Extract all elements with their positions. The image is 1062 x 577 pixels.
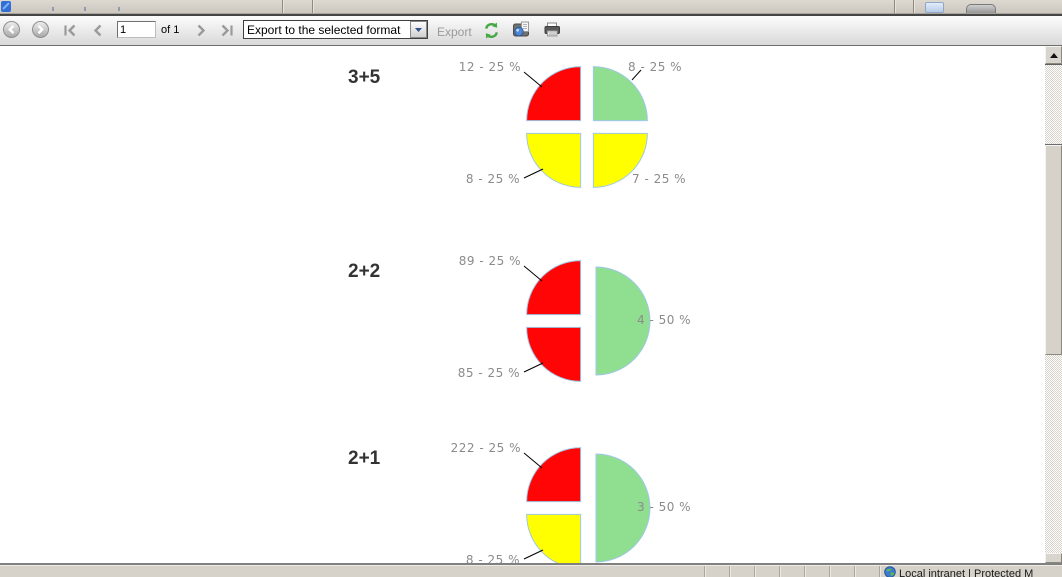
print-layout-icon[interactable] xyxy=(512,21,531,38)
statusbar-separator xyxy=(879,566,880,577)
pie-chart: 2+1 222 - 25 % 3 - 50 % 8 - 25 % xyxy=(348,441,691,563)
statusbar-separator xyxy=(829,566,830,577)
arrow-up-icon xyxy=(1049,52,1058,58)
chrome-edge xyxy=(0,14,1062,16)
statusbar-separator xyxy=(779,566,780,577)
export-format-select[interactable]: Export to the selected format xyxy=(243,20,428,39)
scroll-down-button[interactable] xyxy=(1045,553,1062,563)
callout-line xyxy=(631,69,642,81)
report-canvas: 3+5 12 - 25 % 8 - 25 % 7 - 25 % 8 - 25 % 2+2 8… xyxy=(348,60,691,563)
callout-line xyxy=(523,362,544,373)
pie-slice xyxy=(526,513,582,563)
export-format-value: Export to the selected format xyxy=(247,22,401,37)
slice-label: 85 - 25 % xyxy=(458,366,520,380)
vertical-scrollbar[interactable] xyxy=(1045,46,1062,563)
slice-label: 222 - 25 % xyxy=(451,441,521,455)
pie-slice xyxy=(526,66,582,122)
security-zone-label: Local intranet | Protected M xyxy=(899,568,1034,577)
slice-label: 8 - 25 % xyxy=(628,60,682,74)
zone-globe-icon xyxy=(884,566,896,577)
slice-label: 12 - 25 % xyxy=(459,60,521,74)
statusbar-separator xyxy=(854,566,855,577)
chrome-button-fragment xyxy=(925,2,944,13)
last-page-icon[interactable] xyxy=(218,22,235,39)
tab-text-fragment xyxy=(84,7,86,11)
chrome-edge xyxy=(0,13,1062,14)
pie-slice xyxy=(526,260,582,316)
statusbar-separator xyxy=(729,566,730,577)
pie-slice xyxy=(595,266,651,376)
page-favicon xyxy=(1,1,11,12)
chrome-button-fragment xyxy=(966,4,996,13)
tab-separator xyxy=(894,0,895,13)
print-icon[interactable] xyxy=(543,22,562,39)
tab-separator xyxy=(282,0,283,13)
scroll-up-button[interactable] xyxy=(1045,46,1062,64)
pie-slice xyxy=(526,447,582,503)
report-area: 3+5 12 - 25 % 8 - 25 % 7 - 25 % 8 - 25 % 2+2 8… xyxy=(0,46,1045,563)
pie-slice xyxy=(526,326,582,382)
page-number-input[interactable] xyxy=(117,21,156,38)
tab-strip xyxy=(0,0,1062,13)
window-divider xyxy=(0,563,1062,565)
callout-line xyxy=(523,71,543,88)
statusbar-separator xyxy=(704,566,705,577)
page-count-label: of 1 xyxy=(161,24,180,36)
forward-circle-icon[interactable] xyxy=(32,21,50,39)
slice-label: 7 - 25 % xyxy=(632,172,686,186)
report-toolbar: of 1 Export to the selected format Expor… xyxy=(0,16,1062,46)
pie-slice xyxy=(592,66,648,122)
select-dropdown-button[interactable] xyxy=(410,21,427,38)
export-button[interactable]: Export xyxy=(437,25,472,39)
slice-label: 8 - 25 % xyxy=(466,553,520,563)
slice-label: 8 - 25 % xyxy=(466,172,520,186)
previous-page-icon[interactable] xyxy=(90,22,105,39)
slice-label: 4 - 50 % xyxy=(637,313,691,327)
pie-slice xyxy=(595,453,651,563)
chart-row-label: 2+2 xyxy=(348,261,380,282)
pie-chart: 3+5 12 - 25 % 8 - 25 % 7 - 25 % 8 - 25 % xyxy=(348,60,686,188)
callout-line xyxy=(523,265,543,282)
scrollbar-thumb[interactable] xyxy=(1045,145,1062,355)
tab-separator xyxy=(312,0,313,13)
status-bar: Local intranet | Protected M xyxy=(0,565,1062,577)
chart-row-label: 3+5 xyxy=(348,67,381,88)
first-page-icon[interactable] xyxy=(62,22,79,39)
tab-text-fragment xyxy=(52,7,54,11)
tab-text-fragment xyxy=(118,7,120,11)
tab-separator xyxy=(913,0,914,13)
slice-label: 89 - 25 % xyxy=(459,254,521,268)
pie-slice xyxy=(526,132,582,188)
back-circle-icon[interactable] xyxy=(3,21,21,39)
chevron-down-icon xyxy=(415,27,422,32)
callout-line xyxy=(523,452,543,469)
pie-chart: 2+2 89 - 25 % 4 - 50 % 85 - 25 % xyxy=(348,254,691,382)
callout-line xyxy=(523,549,544,560)
pie-slice xyxy=(592,132,648,188)
statusbar-separator xyxy=(804,566,805,577)
next-page-icon[interactable] xyxy=(194,22,209,39)
slice-label: 3 - 50 % xyxy=(637,500,691,514)
statusbar-separator xyxy=(754,566,755,577)
callout-line xyxy=(523,168,544,179)
chart-row-label: 2+1 xyxy=(348,448,381,469)
refresh-icon[interactable] xyxy=(482,21,501,40)
